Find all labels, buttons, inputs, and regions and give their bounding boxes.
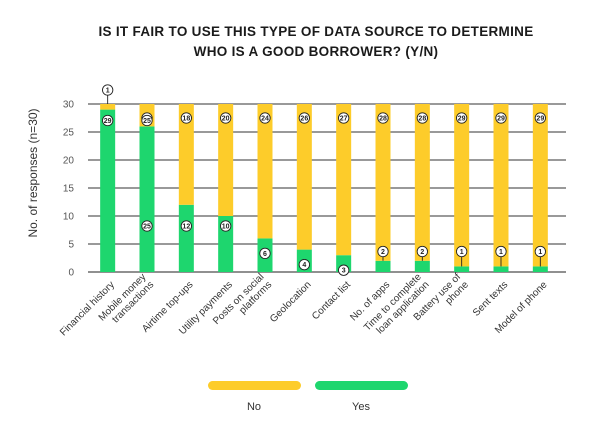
y-ticks: 0 5 10 15 20 25 30	[63, 100, 75, 279]
data-label-yes: 10	[220, 220, 232, 232]
svg-text:20: 20	[222, 115, 230, 122]
svg-text:28: 28	[418, 115, 426, 122]
svg-text:29: 29	[536, 115, 544, 122]
legend-item-yes: Yes	[315, 381, 408, 413]
x-tick-label-line: Sent texts	[471, 279, 510, 318]
data-label-yes: 6	[259, 247, 271, 260]
svg-text:26: 26	[300, 115, 308, 122]
x-tick-label: Sent texts	[471, 279, 510, 318]
svg-text:29: 29	[458, 115, 466, 122]
legend-item-no: No	[208, 381, 301, 413]
bar-no	[257, 104, 273, 239]
data-label-yes: 3	[338, 264, 350, 276]
bar-no	[296, 104, 312, 250]
data-label-yes: 29	[102, 114, 114, 127]
x-tick-label-line: Geolocation	[268, 279, 314, 325]
svg-text:28: 28	[379, 115, 387, 122]
data-label-no: 28	[416, 112, 428, 124]
data-label-no: 28	[377, 112, 389, 124]
data-label-yes: 2	[377, 245, 389, 258]
bar-no	[218, 104, 234, 216]
bar-yes	[100, 109, 116, 272]
bar-yes	[139, 126, 155, 273]
bar-yes	[493, 266, 509, 272]
legend-label: No	[247, 401, 261, 413]
data-label-yes-lower: 25	[141, 220, 153, 232]
data-label-yes: 2	[416, 245, 428, 258]
svg-text:27: 27	[340, 115, 348, 122]
chart-title-line-1: IS IT FAIR TO USE THIS TYPE OF DATA SOUR…	[98, 24, 533, 39]
svg-text:1: 1	[499, 249, 503, 256]
data-label-no: 26	[298, 112, 310, 124]
bar-yes	[414, 260, 430, 272]
y-tick-label: 15	[63, 184, 75, 195]
data-label-yes: 4	[298, 258, 310, 271]
svg-text:29: 29	[497, 115, 505, 122]
data-label-no: 29	[495, 112, 507, 124]
y-tick-label: 10	[63, 212, 75, 223]
bar-no	[493, 104, 509, 267]
y-tick-label: 0	[68, 268, 74, 279]
svg-text:2: 2	[420, 249, 424, 256]
svg-text:1: 1	[538, 249, 542, 256]
data-label-no: 1	[102, 84, 114, 96]
svg-text:4: 4	[302, 262, 306, 269]
svg-text:2: 2	[381, 249, 385, 256]
bar-yes	[375, 260, 391, 272]
legend-label: Yes	[352, 401, 370, 413]
svg-text:25: 25	[143, 118, 151, 125]
data-label-no: 18	[180, 112, 192, 124]
data-label-no: 29	[456, 112, 468, 124]
y-tick-label: 20	[63, 156, 75, 167]
legend: No Yes	[208, 381, 408, 413]
data-label-yes: 12	[180, 220, 192, 232]
bars	[100, 104, 548, 273]
bar-yes	[178, 204, 194, 272]
bar-yes	[532, 266, 548, 272]
legend-swatch	[208, 381, 301, 390]
data-labels: 1294251812201024626427328228229129129125	[102, 84, 546, 276]
y-axis-label: No. of responses (n=30)	[26, 108, 40, 237]
chart-title-line-2: WHO IS A GOOD BORROWER? (Y/N)	[194, 44, 439, 59]
data-label-yes: 25	[141, 114, 153, 127]
bar-no	[454, 104, 470, 267]
data-label-no: 20	[220, 112, 232, 124]
y-tick-label: 25	[63, 128, 75, 139]
x-tick-label: Contact list	[310, 279, 353, 322]
bar-no	[178, 104, 194, 205]
data-label-no: 24	[259, 112, 271, 124]
grid	[88, 103, 566, 273]
bar-no	[414, 104, 430, 261]
bar-no	[100, 104, 116, 110]
x-tick-label: Geolocation	[268, 279, 314, 325]
y-tick-label: 5	[68, 240, 74, 251]
svg-text:1: 1	[460, 249, 464, 256]
data-label-yes: 1	[456, 245, 468, 258]
svg-text:25: 25	[143, 223, 151, 230]
data-label-no: 27	[338, 112, 350, 124]
svg-text:12: 12	[182, 223, 190, 230]
svg-text:29: 29	[104, 118, 112, 125]
data-label-yes: 1	[495, 245, 507, 258]
x-tick-label-line: Contact list	[310, 279, 353, 322]
chart-title: IS IT FAIR TO USE THIS TYPE OF DATA SOUR…	[98, 24, 533, 59]
bar-yes	[454, 266, 470, 272]
y-tick-label: 30	[63, 100, 75, 111]
svg-text:6: 6	[263, 251, 267, 258]
bar-no	[532, 104, 548, 267]
data-label-yes: 1	[534, 245, 546, 258]
legend-swatch	[315, 381, 408, 390]
data-label-no: 29	[534, 112, 546, 124]
svg-text:24: 24	[261, 115, 269, 122]
svg-text:1: 1	[106, 87, 110, 94]
bar-no	[336, 104, 352, 256]
svg-text:10: 10	[222, 223, 230, 230]
bar-no	[375, 104, 391, 261]
svg-text:3: 3	[342, 268, 346, 275]
svg-text:18: 18	[182, 115, 190, 122]
